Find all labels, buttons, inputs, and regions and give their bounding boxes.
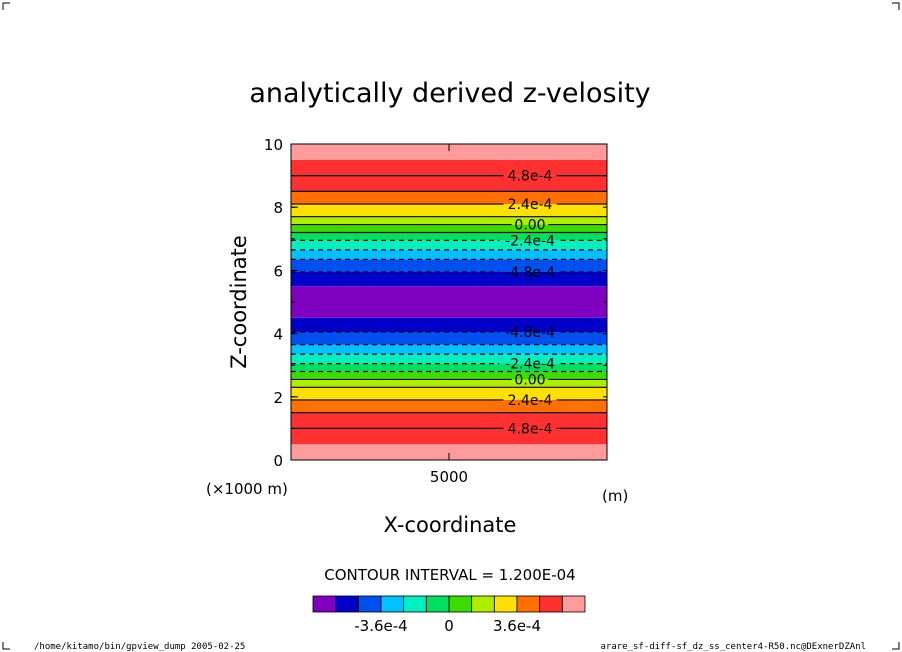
color-band-17 [291,232,607,241]
color-band-24 [291,144,607,160]
y-tick-label-1: 2 [273,389,283,407]
color-band-19 [291,216,607,225]
color-band-2 [291,412,607,429]
colorbar-swatch-3 [380,595,405,613]
contour-label-6: -2.4e-4 [505,357,555,373]
color-band-10 [291,332,607,345]
colorbar-swatch-2 [357,595,382,613]
colorbar-swatch-9 [516,595,541,613]
y-tick-label-3: 6 [273,262,283,280]
colorbar-swatch-8 [493,595,518,613]
colorbar-label-0: -3.6e-4 [354,617,407,635]
x-tick-label-0: 5000 [430,468,468,486]
color-band-21 [291,191,607,205]
x-axis: 5000 [430,144,468,486]
color-band-11 [291,317,607,333]
colorbar-swatch-6 [448,595,473,613]
x-axis-label: X-coordinate [384,513,517,537]
footer-left: /home/kitamo/bin/gpview_dump 2005-02-25 [34,642,245,652]
chart-title: analytically derived z-velosity [249,78,650,109]
contour-label-13: -2.4e-4 [505,233,555,249]
y-tick-label-5: 10 [264,136,283,154]
contour-label-0: 4.8e-4 [508,421,553,437]
color-band-15 [291,249,607,260]
contour-label-2: 2.4e-4 [508,393,553,409]
contour-label-19: 4.8e-4 [508,169,553,185]
color-band-23 [291,159,607,176]
color-band-16 [291,240,607,250]
y-tick-label-0: 0 [273,452,283,470]
color-band-5 [291,379,607,388]
y-tick-label-2: 4 [273,326,283,344]
color-band-14 [291,259,607,272]
colorbar-swatch-5 [425,595,450,613]
colorbar-label-2: 3.6e-4 [493,617,541,635]
contour-label-10: -4.8e-4 [505,265,555,281]
color-band-22 [291,175,607,192]
color-band-1 [291,428,607,445]
color-band-0 [291,444,607,460]
colorbar-label-1: 0 [444,617,454,635]
colorbar-swatch-7 [471,595,495,613]
color-band-12 [291,286,607,318]
color-band-18 [291,224,607,233]
y-tick-label-4: 8 [273,199,283,217]
x-scale-note: (×1000 m) [206,480,288,498]
colorbar: -3.6e-4 0 3.6e-4 [312,595,586,635]
y-axis-label: Z-coordinate [227,235,251,369]
y-axis: 0 2 4 6 8 10 [264,136,607,470]
footer-right: arare_sf-diff-sf_dz_ss_center4-R50.nc@DE… [600,642,866,652]
color-band-3 [291,399,607,413]
color-band-9 [291,344,607,355]
color-band-13 [291,271,607,287]
colorbar-swatch-0 [312,595,337,613]
contour-label-17: 2.4e-4 [508,197,553,213]
color-band-8 [291,354,607,364]
color-band-7 [291,363,607,372]
contour-label-4: 0.00 [514,372,545,388]
contour-labels: 4.8e-42.4e-40.00-2.4e-4-4.8e-4-4.8e-4-2.… [505,169,555,438]
color-band-4 [291,387,607,400]
color-band-6 [291,371,607,380]
colorbar-swatch-11 [561,595,586,613]
colorbar-swatch-1 [335,595,359,613]
x-unit-label: (m) [602,487,628,505]
colorbar-swatch-10 [539,595,563,613]
colorbar-swatch-4 [403,595,427,613]
contour-label-9: -4.8e-4 [505,325,555,341]
plot-area [291,144,607,460]
contour-lines [291,175,607,429]
color-band-20 [291,204,607,217]
contour-label-15: 0.00 [514,218,545,234]
contour-interval-text: CONTOUR INTERVAL = 1.200E-04 [324,566,575,584]
